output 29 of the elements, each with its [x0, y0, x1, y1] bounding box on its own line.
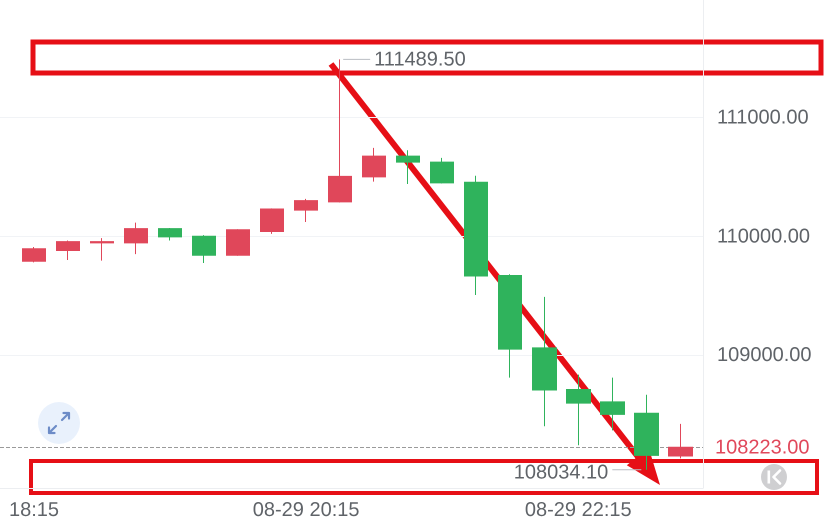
ref-line-label: 108223.00: [715, 436, 810, 458]
candlestick: [430, 157, 454, 184]
annotation: 111489.50: [374, 48, 466, 70]
candlestick: [396, 150, 420, 185]
y-tick-label: 111000.00: [717, 106, 809, 129]
candlestick: [566, 374, 591, 446]
annotation: 108034.10: [514, 462, 608, 484]
candlestick: [362, 147, 386, 182]
candlestick: [532, 296, 557, 427]
candlestick: [158, 227, 182, 241]
candlestick: [498, 274, 522, 378]
candlestick: [328, 58, 352, 203]
candlestick: [600, 377, 625, 431]
candlestick: [192, 234, 216, 264]
candlestick: [260, 208, 284, 234]
y-tick-label: 109000.00: [717, 344, 812, 366]
candlestick: [56, 240, 80, 261]
candlestick: [124, 222, 148, 255]
y-tick-label: 110000.00: [717, 225, 810, 248]
candlestick: [634, 394, 659, 470]
candlestick: [464, 175, 488, 296]
candlestick: [90, 238, 114, 262]
candlestick: [294, 198, 318, 223]
x-tick-label: 18:15: [8, 499, 60, 521]
candlestick: [668, 423, 693, 459]
x-tick-label: 08-29 20:15: [252, 499, 360, 521]
candlestick: [22, 246, 46, 263]
x-tick-label: 08-29 22:15: [524, 499, 632, 521]
candlestick: [226, 228, 250, 256]
